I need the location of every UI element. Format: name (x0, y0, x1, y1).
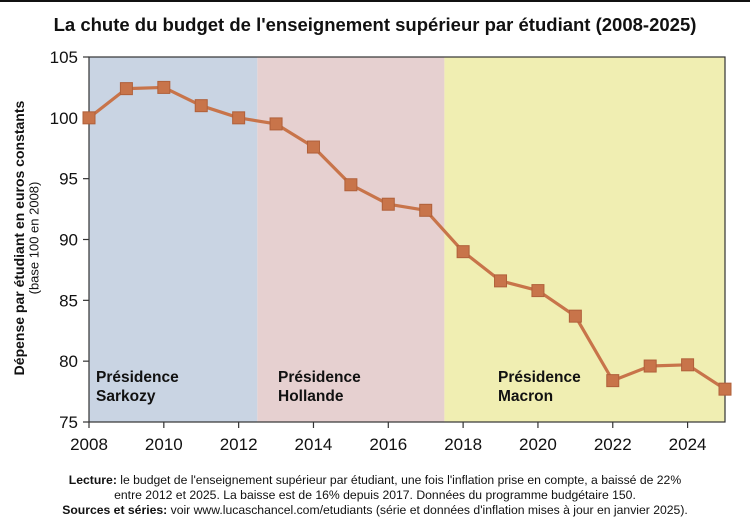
lecture-note-line-1: Lecture: le budget de l'enseignement sup… (0, 473, 750, 487)
x-tick-label: 2012 (220, 435, 258, 454)
region-1-label-line-0: Présidence (278, 369, 361, 386)
data-point-2018 (456, 245, 470, 259)
data-point-2011 (194, 99, 208, 113)
region-2-label-line-0: Présidence (498, 369, 581, 386)
y-tick-label: 95 (59, 170, 78, 189)
y-tick-label: 90 (59, 231, 78, 250)
data-point-2008 (82, 111, 96, 125)
data-point-2014 (306, 140, 320, 154)
sources-note: Sources et séries: voir www.lucaschancel… (0, 503, 750, 517)
y-tick-label: 85 (59, 291, 78, 310)
data-point-2015 (344, 178, 358, 192)
x-tick-label: 2008 (70, 435, 108, 454)
data-point-2012 (232, 111, 246, 125)
lecture-note-line-2: entre 2012 et 2025. La baisse est de 16%… (114, 488, 636, 502)
x-tick-label: 2014 (295, 435, 333, 454)
x-tick-label: 2016 (369, 435, 407, 454)
sources-label: Sources et séries: (62, 503, 168, 517)
chart-title: La chute du budget de l'enseignement sup… (53, 14, 697, 35)
region-1-background (257, 57, 445, 422)
region-2-background (444, 57, 725, 422)
region-1-label-line-1: Hollande (278, 388, 344, 405)
data-point-2022 (606, 374, 620, 388)
lecture-text-1: le budget de l'enseignement supérieur pa… (116, 473, 682, 487)
x-tick-label: 2022 (594, 435, 632, 454)
y-tick-label: 105 (50, 48, 78, 67)
data-point-2025 (718, 382, 732, 396)
data-point-2024 (681, 358, 695, 372)
x-tick-label: 2020 (519, 435, 557, 454)
x-tick-label: 2024 (669, 435, 707, 454)
data-point-2013 (269, 117, 283, 131)
x-tick-label: 2010 (145, 435, 183, 454)
y-tick-label: 100 (50, 109, 78, 128)
data-point-2021 (568, 309, 582, 323)
data-point-2016 (381, 197, 395, 211)
sources-text: voir www.lucaschancel.com/etudiants (sér… (167, 503, 688, 517)
data-point-2023 (643, 359, 657, 373)
data-point-2010 (157, 80, 171, 94)
y-tick-label: 75 (59, 413, 78, 432)
data-point-2019 (494, 274, 508, 288)
data-point-2020 (531, 284, 545, 298)
y-axis-label: Dépense par étudiant en euros constants (11, 100, 27, 376)
y-tick-label: 80 (59, 352, 78, 371)
top-border (0, 0, 750, 2)
data-point-2017 (419, 203, 433, 217)
y-axis-sublabel: (base 100 en 2008) (26, 181, 42, 295)
data-point-2009 (119, 82, 133, 96)
region-0-background (89, 57, 258, 422)
region-0-label-line-0: Présidence (96, 369, 179, 386)
region-2-label-line-1: Macron (498, 388, 553, 405)
region-0-label-line-1: Sarkozy (96, 388, 156, 405)
lecture-label: Lecture: (68, 473, 117, 487)
x-tick-label: 2018 (444, 435, 482, 454)
